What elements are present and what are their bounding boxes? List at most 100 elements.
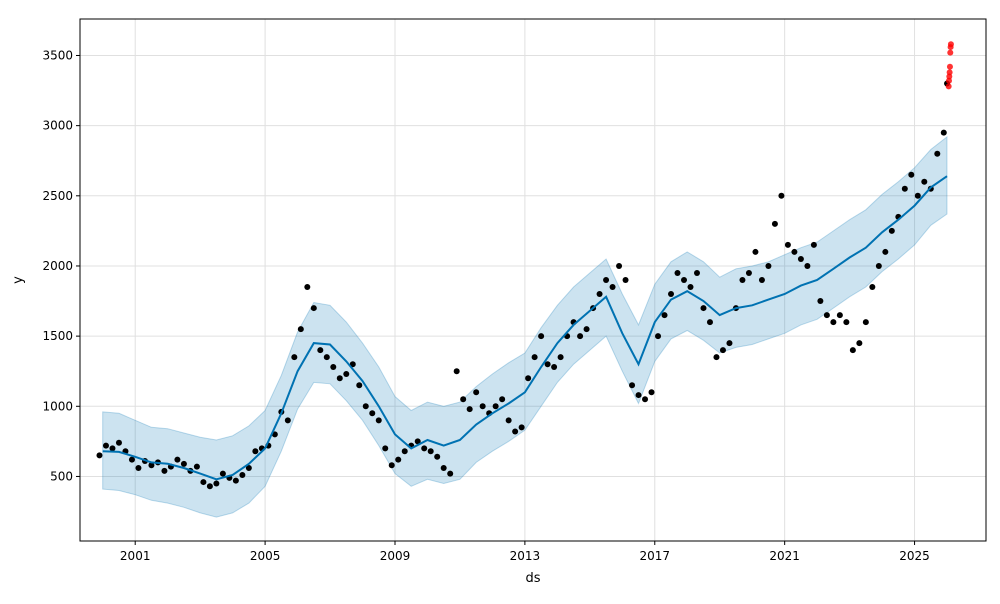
actual-point [843,319,850,326]
actual-point [830,319,837,326]
actual-point [473,389,480,396]
actual-point [596,291,603,298]
actual-point [862,319,869,326]
actual-point [778,192,785,199]
y-tick-label: 3000 [42,119,73,133]
actual-point [460,396,467,403]
actual-point [668,291,675,298]
actual-point [888,227,895,234]
actual-point [388,462,395,469]
actual-point [804,262,811,269]
x-tick-label: 2017 [640,549,671,563]
actual-point [648,389,655,396]
actual-point [505,417,512,424]
actual-point [492,403,499,410]
actual-point [447,470,454,477]
actual-point [356,382,363,389]
actual-point [739,277,746,283]
actual-point [875,262,882,269]
recent-point [945,83,952,90]
actual-point [291,354,298,361]
actual-point [836,312,843,319]
actual-point [180,460,187,467]
actual-point [148,462,155,469]
actual-point [823,312,830,319]
actual-point [538,333,545,340]
actual-point [693,269,700,276]
actual-point [434,453,441,460]
actual-point [115,439,122,446]
actual-point [609,284,616,291]
actual-point [128,456,135,463]
forecast-line [102,175,948,481]
axes-frame [79,18,987,542]
x-axis-label: ds [525,571,540,586]
actual-point [869,284,876,291]
actual-point [616,262,623,269]
actual-point [174,456,181,463]
actual-point [96,452,103,459]
tick-layer: 2001 2005 2009 2013 2017 2021 2025 500 1000 1500 2… [42,48,929,563]
actual-point [752,248,759,255]
actual-point [375,417,382,424]
actual-point [193,463,200,470]
actual-point [849,347,856,354]
actual-point [479,403,486,410]
actual-point [330,364,337,370]
y-tick-label: 1500 [42,329,73,343]
actual-point [603,277,610,283]
actual-point [557,354,564,361]
actual-point [577,333,584,340]
actual-point [817,298,824,305]
actual-point [232,477,239,484]
actual-point [401,448,408,455]
actual-point [252,448,259,455]
y-tick-label: 1000 [42,399,73,413]
actual-point [934,150,941,157]
actual-point [771,220,778,227]
actual-point [713,354,720,361]
actual-point [655,333,662,340]
actual-point [531,354,538,361]
actual-point [908,171,915,178]
actual-point [642,396,649,403]
x-tick-label: 2005 [250,549,281,563]
actual-point [765,262,772,269]
actual-point [635,392,642,399]
actual-point [219,470,226,477]
actual-point [310,305,317,312]
actual-point [674,269,681,276]
actual-point [745,269,752,276]
recent-point [946,69,953,76]
actual-point [102,442,109,449]
recent-points-layer [945,41,954,90]
actual-point [583,326,590,333]
actual-point [856,340,863,347]
actual-point [687,284,694,291]
actual-point [512,428,519,435]
actual-point [791,248,798,255]
actual-point [336,375,343,382]
actual-point [395,456,402,463]
recent-point [946,63,953,70]
x-tick-label: 2001 [120,549,151,563]
actual-point [544,361,551,368]
actual-point [784,241,791,248]
actual-point [109,445,116,452]
y-tick-label: 2000 [42,259,73,273]
actual-point [161,467,168,474]
actual-point [466,406,473,413]
actual-point [343,371,350,378]
actual-point [317,347,324,354]
y-tick-label: 3500 [42,48,73,62]
actual-point [453,368,460,375]
actual-point [551,364,558,370]
y-tick-label: 2500 [42,189,73,203]
recent-point [947,41,954,48]
actual-point [239,472,246,479]
actual-point [518,424,525,431]
actual-point [206,483,213,490]
actual-point [706,319,713,326]
actual-point [213,480,220,487]
